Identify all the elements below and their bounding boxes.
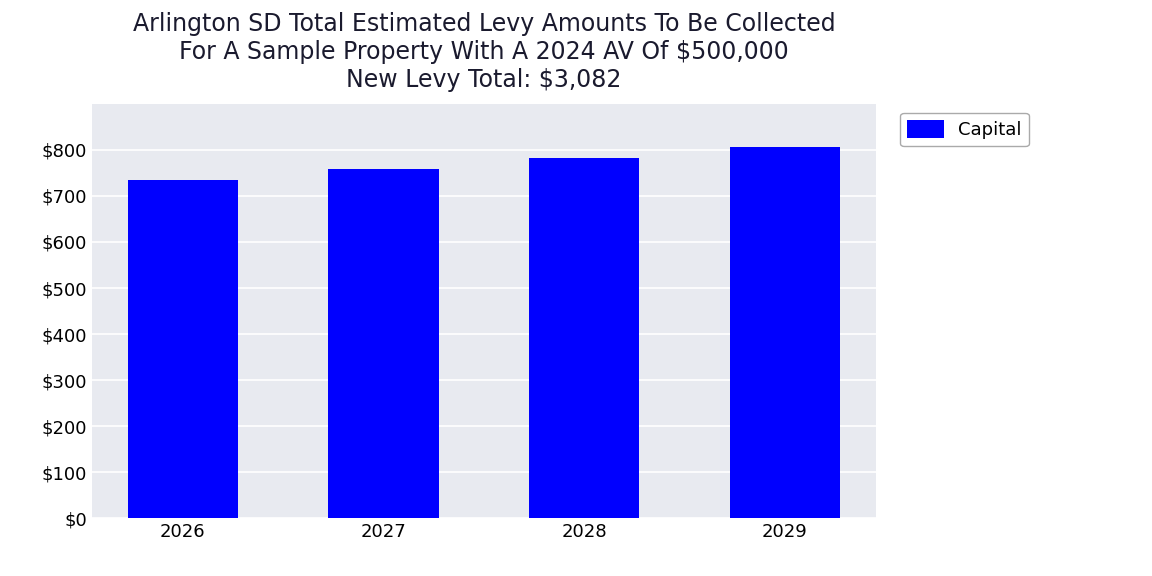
Bar [328, 169, 439, 518]
Bar [529, 158, 639, 518]
Legend: Capital: Capital [900, 113, 1029, 146]
Title: Arlington SD Total Estimated Levy Amounts To Be Collected
For A Sample Property : Arlington SD Total Estimated Levy Amount… [132, 13, 835, 92]
Bar [128, 180, 238, 518]
Bar [729, 147, 840, 518]
